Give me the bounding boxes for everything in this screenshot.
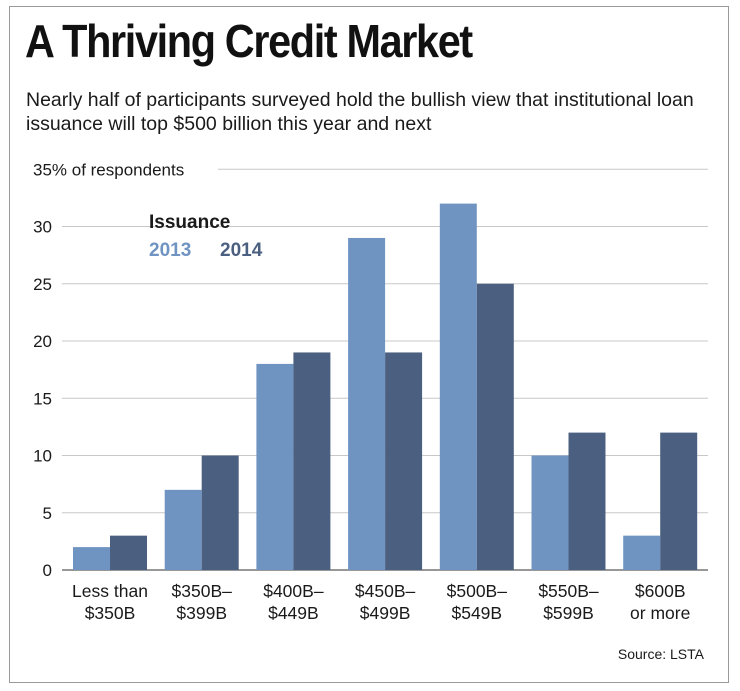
- bar-2014: [568, 432, 606, 570]
- y-axis-label: 35% of respondents: [33, 160, 184, 179]
- x-tick-label: $550B–: [538, 581, 599, 601]
- x-tick-label: or more: [630, 603, 690, 623]
- bar-2014: [293, 352, 331, 570]
- x-tick-label: $600B: [635, 581, 686, 601]
- y-tick-label: 15: [33, 389, 52, 408]
- bar-2014: [110, 535, 147, 570]
- bar-2013: [439, 203, 477, 570]
- x-tick-label: $449B: [268, 603, 319, 623]
- y-tick-label: 5: [43, 504, 52, 523]
- x-tick-label: Less than: [72, 581, 148, 601]
- x-tick-label: $599B: [543, 603, 594, 623]
- legend-item-2014: 2014: [220, 240, 263, 261]
- y-tick-label: 10: [33, 447, 52, 466]
- bar-2014: [201, 455, 239, 570]
- y-tick-label: 25: [33, 275, 52, 294]
- bar-2014: [385, 352, 423, 570]
- x-tick-label: $500B–: [447, 581, 508, 601]
- x-tick-label: $400B–: [263, 581, 324, 601]
- x-tick-label: $549B: [451, 603, 502, 623]
- bar-2014: [476, 283, 514, 570]
- bar-2013: [256, 363, 294, 570]
- y-tick-label: 0: [43, 561, 52, 580]
- bar-2014: [660, 432, 698, 570]
- source-note: Source: LSTA: [617, 646, 704, 662]
- x-tick-label: $350B–: [172, 581, 233, 601]
- chart-subtitle: Nearly half of participants surveyed hol…: [26, 89, 694, 135]
- x-tick-label: $399B: [176, 603, 227, 623]
- bar-2013: [348, 237, 386, 570]
- y-tick-label: 20: [33, 332, 52, 351]
- bar-2013: [164, 489, 202, 570]
- bar-2013: [73, 547, 110, 570]
- bar-2013: [531, 455, 569, 570]
- x-tick-label: $499B: [360, 603, 411, 623]
- x-tick-label: $350B: [85, 603, 136, 623]
- x-tick-label: $450B–: [355, 581, 416, 601]
- legend-item-2013: 2013: [149, 240, 191, 261]
- y-tick-label: 30: [33, 218, 52, 237]
- bar-2013: [623, 535, 661, 570]
- legend-title: Issuance: [149, 212, 230, 233]
- chart-title: A Thriving Credit Market: [25, 15, 473, 67]
